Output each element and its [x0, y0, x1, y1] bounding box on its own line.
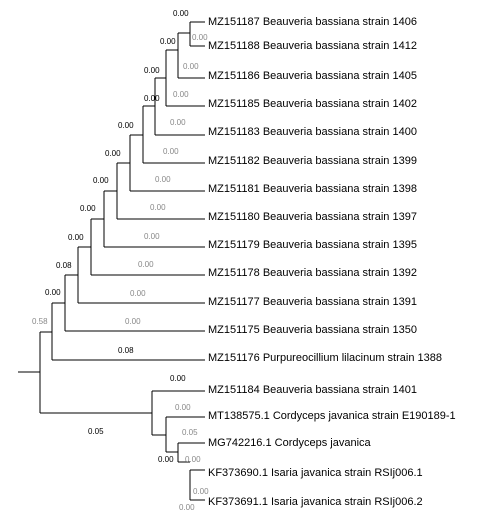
- branch-length-label: 0.00: [105, 149, 121, 158]
- branch-length-label: 0.00: [193, 487, 209, 496]
- branch-length-label: 0.00: [173, 9, 189, 18]
- branch-length-label: 0.00: [158, 455, 174, 464]
- branch-length-label: 0.00: [185, 455, 201, 464]
- taxon-label: MT138575.1 Cordyceps javanica strain E19…: [208, 410, 456, 422]
- taxon-label: MZ151176 Purpureocillium lilacinum strai…: [208, 352, 442, 364]
- taxon-label: MZ151182 Beauveria bassiana strain 1399: [208, 155, 417, 167]
- branch-length-label: 0.05: [182, 428, 198, 437]
- branch-length-label: 0.00: [80, 204, 96, 213]
- branch-length-label: 0.00: [130, 289, 146, 298]
- branch-length-label: 0.08: [56, 261, 72, 270]
- taxon-label: MG742216.1 Cordyceps javanica: [208, 437, 372, 449]
- branch-length-label: 0.00: [144, 94, 160, 103]
- branch-length-label: 0.00: [160, 37, 176, 46]
- branch-length-label: 0.00: [163, 147, 179, 156]
- taxon-label: MZ151180 Beauveria bassiana strain 1397: [208, 211, 417, 223]
- tree-branches: [18, 21, 205, 501]
- taxon-label: KF373691.1 Isaria javanica strain RSIj00…: [208, 496, 423, 508]
- branch-length-label: 0.00: [68, 233, 84, 242]
- taxon-label: MZ151181 Beauveria bassiana strain 1398: [208, 183, 417, 195]
- branch-length-label: 0.05: [88, 427, 104, 436]
- branch-length-label: 0.00: [138, 260, 154, 269]
- taxon-labels: MZ151187 Beauveria bassiana strain 1406 …: [208, 16, 456, 508]
- branch-length-label: 0.00: [45, 288, 61, 297]
- branch-length-labels: 0.00 0.00 0.00 0.00 0.00 0.00 0.00 0.00 …: [32, 9, 209, 512]
- branch-length-label: 0.00: [155, 175, 171, 184]
- taxon-label: MZ151175 Beauveria bassiana strain 1350: [208, 324, 417, 336]
- taxon-label: MZ151186 Beauveria bassiana strain 1405: [208, 70, 417, 82]
- taxon-label: MZ151183 Beauveria bassiana strain 1400: [208, 126, 417, 138]
- branch-length-label: 0.00: [170, 118, 186, 127]
- branch-length-label: 0.00: [173, 90, 189, 99]
- branch-length-label: 0.58: [32, 317, 48, 326]
- branch-length-label: 0.00: [144, 66, 160, 75]
- taxon-label: MZ151177 Beauveria bassiana strain 1391: [208, 296, 417, 308]
- branch-length-label: 0.00: [192, 33, 208, 42]
- branch-length-label: 0.00: [179, 503, 195, 512]
- branch-length-label: 0.00: [144, 232, 160, 241]
- branch-length-label: 0.00: [93, 176, 109, 185]
- taxon-label: MZ151179 Beauveria bassiana strain 1395: [208, 239, 417, 251]
- taxon-label: MZ151185 Beauveria bassiana strain 1402: [208, 98, 417, 110]
- taxon-label: MZ151188 Beauveria bassiana strain 1412: [208, 40, 417, 52]
- taxon-label: MZ151184 Beauveria bassiana strain 1401: [208, 384, 417, 396]
- branch-length-label: 0.08: [118, 346, 134, 355]
- branch-length-label: 0.00: [150, 203, 166, 212]
- branch-length-label: 0.00: [170, 374, 186, 383]
- taxon-label: MZ151187 Beauveria bassiana strain 1406: [208, 16, 417, 28]
- branch-length-label: 0.00: [125, 317, 141, 326]
- branch-length-label: 0.00: [175, 403, 191, 412]
- taxon-label: KF373690.1 Isaria javanica strain RSIj00…: [208, 467, 423, 479]
- branch-length-label: 0.00: [118, 121, 134, 130]
- branch-length-label: 0.00: [183, 62, 199, 71]
- taxon-label: MZ151178 Beauveria bassiana strain 1392: [208, 267, 417, 279]
